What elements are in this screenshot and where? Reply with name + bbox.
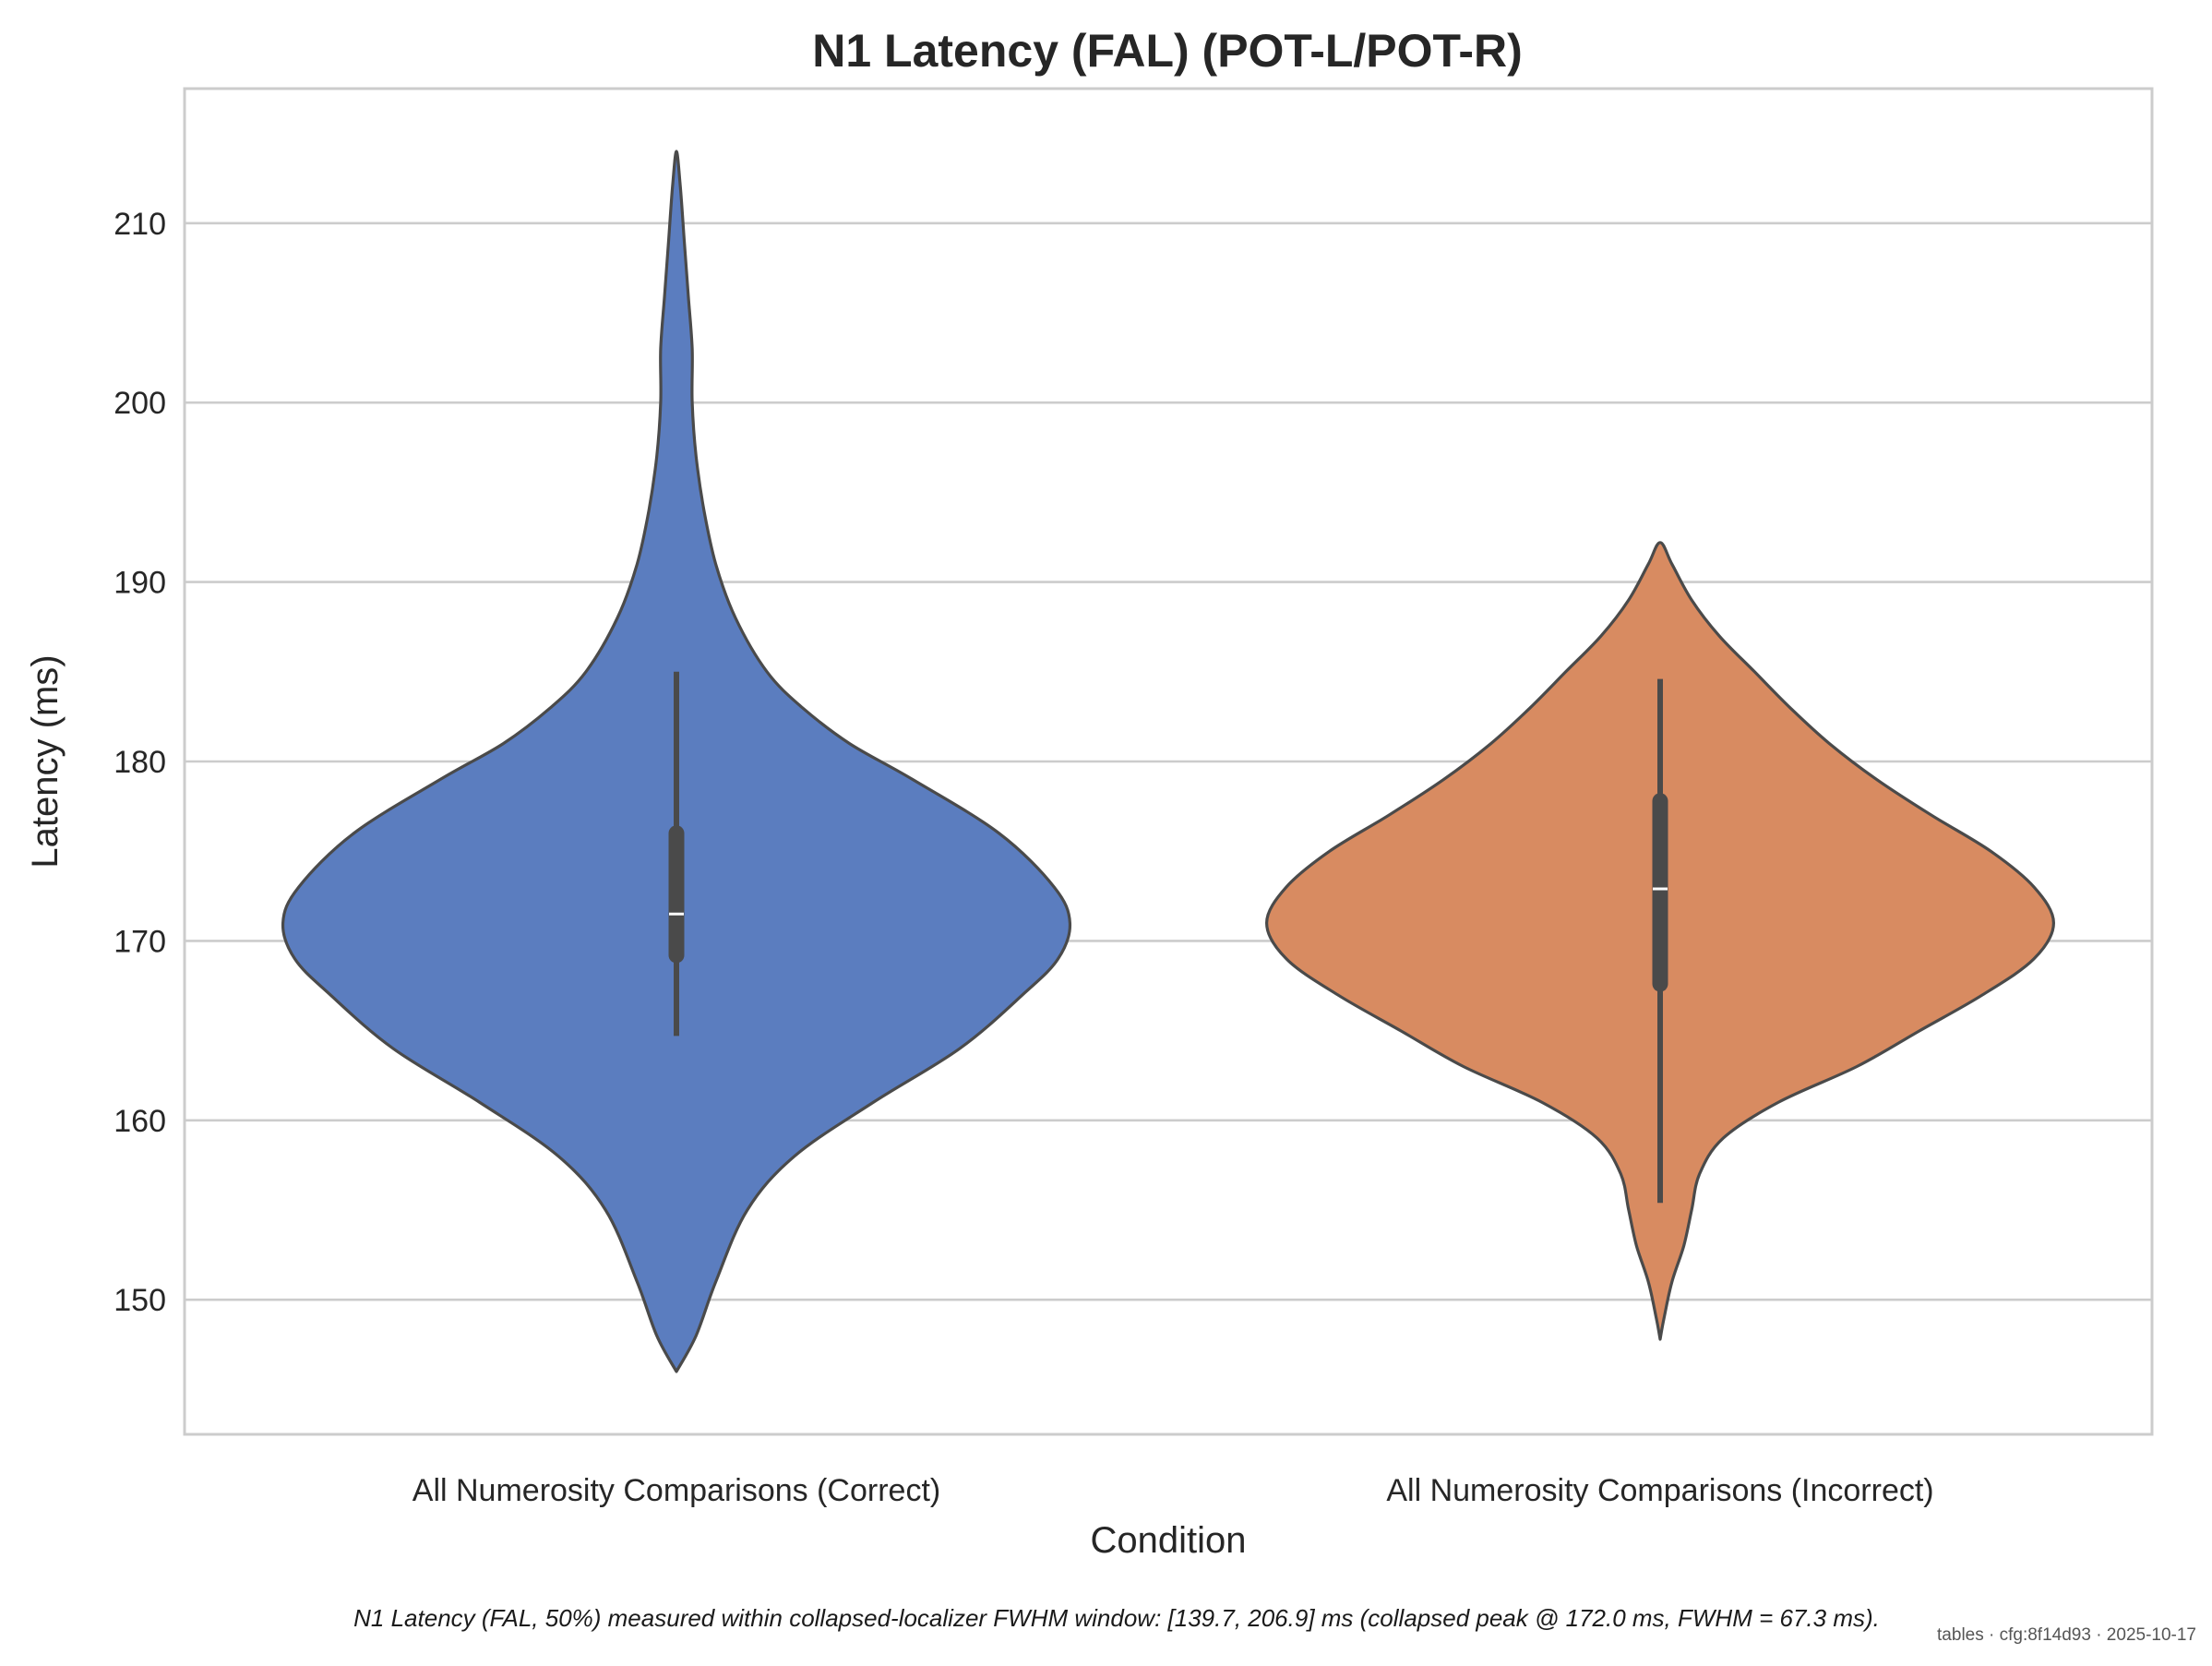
x-axis-label: Condition: [1090, 1520, 1246, 1561]
violin-group: [281, 150, 1072, 1373]
chart-title: N1 Latency (FAL) (POT-L/POT-R): [812, 25, 1522, 77]
x-tick-labels: All Numerosity Comparisons (Correct) All …: [413, 1473, 1934, 1508]
y-tick-label: 190: [114, 566, 166, 601]
y-tick-label: 170: [114, 924, 166, 959]
y-tick-labels: 150 160 170 180 190 200 210: [114, 207, 166, 1318]
y-tick-label: 160: [114, 1104, 166, 1139]
footer-stamp: tables · cfg:8f14d93 · 2025-10-17: [1937, 1625, 2196, 1645]
y-tick-label: 210: [114, 207, 166, 242]
violin-group: [1265, 541, 2055, 1341]
y-axis-label: Latency (ms): [25, 654, 66, 868]
violins: [281, 150, 2055, 1373]
y-tick-label: 150: [114, 1283, 166, 1318]
x-tick-label: All Numerosity Comparisons (Incorrect): [1386, 1473, 1933, 1508]
x-tick-label: All Numerosity Comparisons (Correct): [413, 1473, 940, 1508]
plot-area-frame: [183, 87, 2154, 1436]
y-tick-label: 180: [114, 745, 166, 780]
y-tick-label: 200: [114, 386, 166, 421]
figure-caption: N1 Latency (FAL, 50%) measured within co…: [353, 1604, 1880, 1632]
